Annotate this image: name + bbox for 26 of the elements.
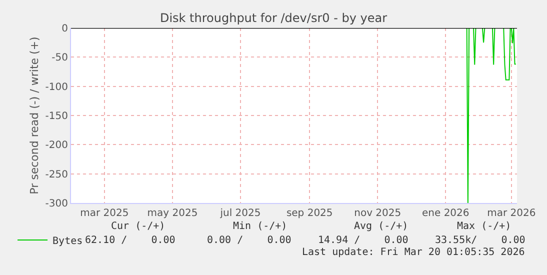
x-tick-label: nov 2025	[354, 208, 402, 219]
chart-title: Disk throughput for /dev/sr0 - by year	[160, 11, 388, 26]
x-tick-label: mar 2026	[487, 208, 536, 219]
text: 0.00 / 0.00	[207, 235, 292, 246]
x-tick-label: sep 2025	[286, 208, 333, 219]
text: 62.10 / 0.00	[85, 235, 176, 246]
text: Last update: Fri Mar 20 01:05:35 2026	[302, 247, 525, 258]
y-tick-label: -50	[52, 52, 68, 64]
y-tick-label: -100	[45, 82, 68, 93]
text: 33.55k/ 0.00	[435, 235, 526, 246]
y-tick-label: -150	[45, 111, 68, 122]
text: Max (-/+)	[457, 221, 512, 232]
y-tick-label: -250	[45, 169, 68, 180]
x-tick-label: jul 2025	[219, 208, 261, 219]
text: Min (-/+)	[233, 221, 288, 232]
x-tick-label: mar 2025	[80, 208, 129, 219]
text: 14.94 / 0.00	[318, 235, 408, 246]
x-tick-label: ene 2026	[422, 208, 470, 219]
y-tick-label: -200	[45, 140, 68, 152]
y-tick-label: 0	[62, 24, 68, 34]
x-tick-label: may 2025	[147, 208, 198, 219]
text: Avg (-/+)	[354, 221, 408, 232]
y-axis-title: Pr second read (-) / write (+)	[28, 36, 41, 194]
legend-label: Bytes	[52, 236, 83, 247]
y-tick-label: -300	[45, 198, 68, 210]
text: Cur (-/+)	[111, 221, 166, 232]
